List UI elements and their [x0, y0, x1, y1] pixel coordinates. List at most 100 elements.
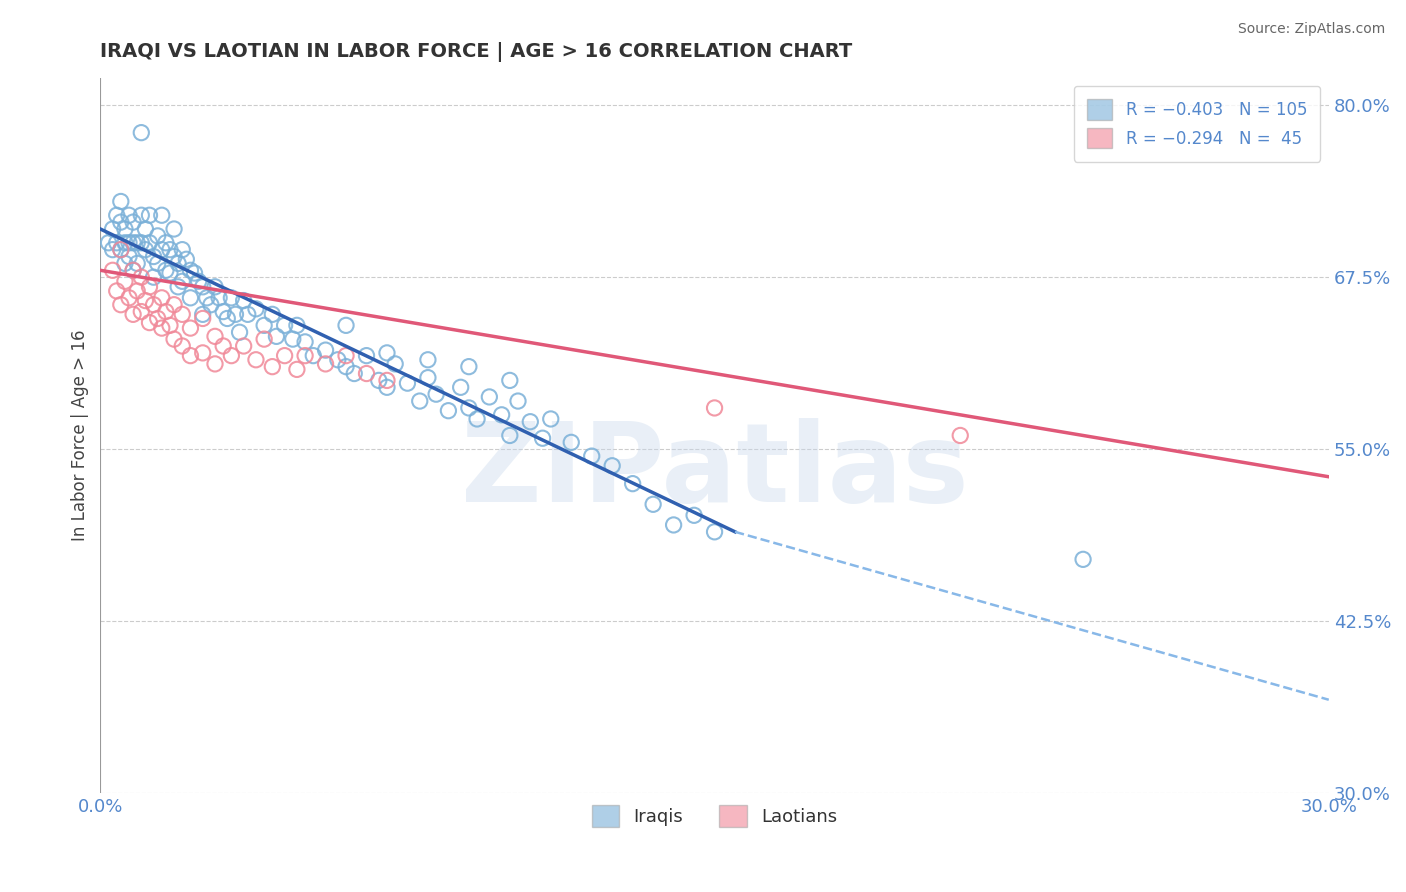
Point [172, 339, 194, 353]
Text: IRAQI VS LAOTIAN IN LABOR FORCE | AGE > 16 CORRELATION CHART: IRAQI VS LAOTIAN IN LABOR FORCE | AGE > … [100, 42, 852, 62]
Point [478, 390, 501, 404]
Point [204, 357, 226, 371]
Point [315, 343, 337, 358]
Point [491, 408, 513, 422]
Point [101, 243, 124, 257]
Point [450, 380, 472, 394]
Point [499, 373, 522, 387]
Point [191, 311, 214, 326]
Point [142, 270, 165, 285]
Point [356, 367, 378, 381]
Point [118, 250, 141, 264]
Point [384, 357, 406, 371]
Point [114, 256, 136, 270]
Point [155, 235, 177, 250]
Point [183, 266, 205, 280]
Point [172, 243, 194, 257]
Point [375, 373, 398, 387]
Point [683, 508, 706, 523]
Y-axis label: In Labor Force | Age > 16: In Labor Force | Age > 16 [72, 330, 89, 541]
Point [134, 243, 156, 257]
Point [172, 274, 194, 288]
Point [110, 243, 132, 257]
Point [129, 270, 152, 285]
Legend: Iraqis, Laotians: Iraqis, Laotians [585, 798, 844, 834]
Point [335, 318, 357, 333]
Point [212, 304, 235, 318]
Point [457, 401, 479, 415]
Point [118, 235, 141, 250]
Point [949, 428, 972, 442]
Point [245, 301, 267, 316]
Point [101, 222, 124, 236]
Point [367, 373, 389, 387]
Point [127, 284, 149, 298]
Point [600, 458, 623, 473]
Point [356, 349, 378, 363]
Point [262, 307, 284, 321]
Point [122, 263, 145, 277]
Point [163, 332, 186, 346]
Point [127, 256, 149, 270]
Point [159, 318, 181, 333]
Point [138, 280, 160, 294]
Point [191, 280, 214, 294]
Point [221, 291, 243, 305]
Point [187, 274, 209, 288]
Point [540, 412, 562, 426]
Point [285, 362, 308, 376]
Point [179, 321, 201, 335]
Point [266, 329, 288, 343]
Point [643, 497, 665, 511]
Point [335, 359, 357, 374]
Point [396, 376, 419, 391]
Point [110, 298, 132, 312]
Point [273, 318, 295, 333]
Point [129, 235, 152, 250]
Point [294, 334, 316, 349]
Point [138, 316, 160, 330]
Point [191, 307, 214, 321]
Point [262, 359, 284, 374]
Point [281, 332, 304, 346]
Point [224, 307, 246, 321]
Point [138, 235, 160, 250]
Point [179, 349, 201, 363]
Point [302, 349, 325, 363]
Point [221, 349, 243, 363]
Point [217, 311, 239, 326]
Point [465, 412, 488, 426]
Point [142, 298, 165, 312]
Point [581, 449, 603, 463]
Point [236, 307, 259, 321]
Point [159, 243, 181, 257]
Point [179, 291, 201, 305]
Point [375, 380, 398, 394]
Point [114, 235, 136, 250]
Point [150, 243, 173, 257]
Text: Source: ZipAtlas.com: Source: ZipAtlas.com [1237, 22, 1385, 37]
Point [232, 339, 254, 353]
Point [105, 208, 128, 222]
Point [142, 250, 165, 264]
Point [416, 370, 439, 384]
Point [228, 325, 250, 339]
Point [129, 208, 152, 222]
Point [129, 304, 152, 318]
Point [703, 401, 725, 415]
Point [200, 298, 222, 312]
Point [163, 250, 186, 264]
Point [621, 476, 644, 491]
Point [179, 263, 201, 277]
Point [155, 304, 177, 318]
Point [204, 329, 226, 343]
Point [195, 291, 218, 305]
Point [105, 284, 128, 298]
Point [127, 235, 149, 250]
Point [253, 318, 276, 333]
Point [375, 346, 398, 360]
Point [129, 126, 152, 140]
Point [416, 352, 439, 367]
Point [122, 307, 145, 321]
Point [294, 349, 316, 363]
